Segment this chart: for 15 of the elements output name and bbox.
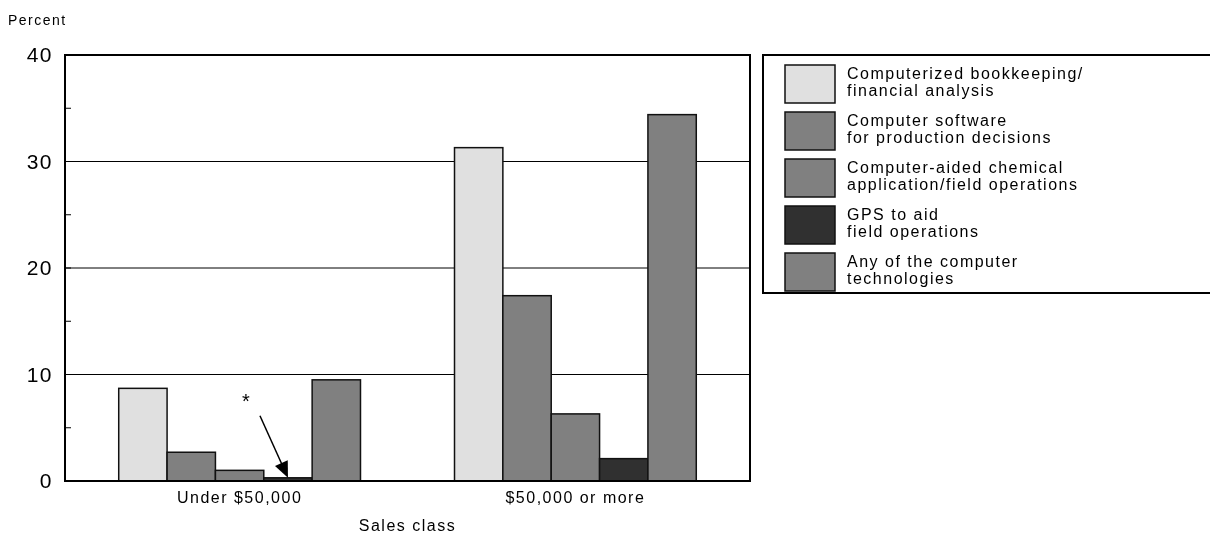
legend-label: Computerized bookkeeping/ financial analysis: [847, 65, 1084, 99]
annotation: *: [242, 389, 251, 412]
x-tick-label: Under $50,000: [176, 489, 303, 506]
y-axis-title: Percent: [8, 12, 67, 28]
y-tick-label: 40: [26, 43, 53, 67]
x-tick-label: $50,000 or more: [505, 489, 646, 506]
y-tick-label: 30: [26, 149, 53, 173]
legend-label: Computer-aided chemical application/field operations: [847, 159, 1079, 193]
legend-label: Computer software for production decisions: [847, 112, 1052, 146]
x-axis-title: Sales class: [358, 517, 457, 534]
y-tick-label: 20: [26, 256, 53, 280]
legend-label: GPS to aid field operations: [847, 206, 980, 240]
y-tick-label: 0: [39, 469, 53, 493]
legend-label: Any of the computer technologies: [847, 253, 1019, 287]
y-tick-label: 10: [26, 362, 53, 386]
